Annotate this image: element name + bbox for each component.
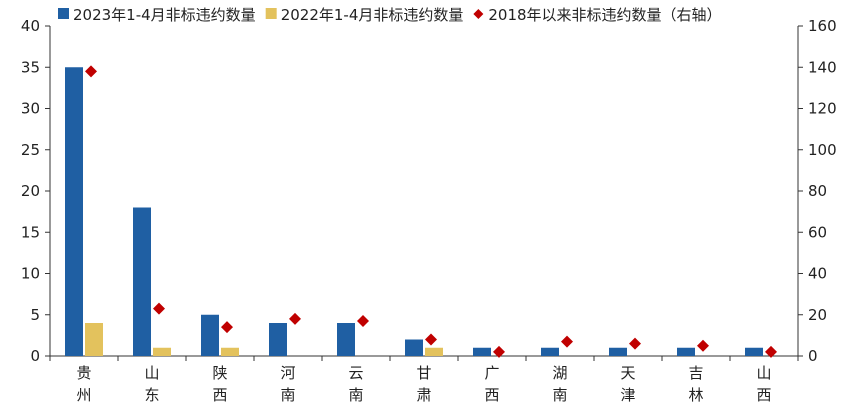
diamond-marker — [221, 321, 233, 334]
right-tick-label: 0 — [808, 347, 818, 365]
x-tick-label: 天津 — [620, 364, 635, 404]
diamond-marker — [765, 345, 777, 358]
legend-label: 2023年1-4月非标违约数量 — [73, 6, 256, 24]
left-tick-label: 35 — [21, 58, 40, 76]
right-tick-label: 60 — [808, 223, 827, 241]
x-tick-label: 山西 — [756, 364, 771, 404]
legend-label: 2018年以来非标违约数量（右轴） — [488, 6, 721, 24]
left-tick-label: 30 — [21, 100, 40, 118]
legend-swatch — [58, 8, 69, 19]
x-tick-label: 吉林 — [688, 364, 703, 404]
x-tick-label: 云南 — [348, 364, 363, 404]
left-tick-label: 20 — [21, 182, 40, 200]
bar-1 — [745, 347, 763, 356]
left-tick-label: 5 — [30, 306, 40, 324]
right-tick-label: 140 — [808, 58, 837, 76]
left-tick-label: 25 — [21, 141, 40, 159]
x-tick-label: 山东 — [144, 364, 159, 404]
legend-swatch — [473, 9, 484, 19]
x-tick-label: 湖南 — [552, 364, 567, 404]
diamond-marker — [357, 314, 369, 327]
diamond-marker — [153, 302, 165, 315]
x-tick-label: 河南 — [280, 364, 295, 404]
bar-1 — [269, 323, 287, 356]
right-tick-label: 160 — [808, 17, 837, 35]
bar-1 — [65, 67, 83, 356]
legend-swatch — [265, 8, 277, 19]
bar-2 — [221, 347, 239, 356]
diamond-marker — [561, 335, 573, 348]
diamond-marker — [289, 312, 301, 325]
bar-1 — [201, 314, 219, 356]
right-tick-label: 100 — [808, 141, 837, 159]
left-tick-label: 10 — [21, 265, 40, 283]
right-tick-label: 20 — [808, 306, 827, 324]
bar-1 — [337, 323, 355, 356]
diamond-marker — [493, 345, 505, 358]
diamond-marker — [85, 65, 97, 78]
bar-2 — [425, 347, 443, 356]
bar-2 — [85, 323, 103, 356]
left-tick-label: 15 — [21, 223, 40, 241]
x-tick-label: 陕西 — [212, 364, 227, 404]
bar-1 — [405, 339, 423, 356]
x-tick-label: 贵州 — [76, 364, 91, 404]
x-tick-label: 广西 — [484, 364, 499, 404]
right-tick-label: 80 — [808, 182, 827, 200]
bar-1 — [541, 347, 559, 356]
right-tick-label: 120 — [808, 100, 837, 118]
diamond-marker — [629, 337, 641, 350]
bar-1 — [677, 347, 695, 356]
diamond-marker — [425, 333, 437, 346]
bar-1 — [609, 347, 627, 356]
bar-1 — [133, 207, 151, 356]
left-tick-label: 40 — [21, 17, 40, 35]
left-tick-label: 0 — [30, 347, 40, 365]
diamond-marker — [697, 339, 709, 352]
bar-2 — [153, 347, 171, 356]
bar-1 — [473, 347, 491, 356]
right-tick-label: 40 — [808, 265, 827, 283]
legend-label: 2022年1-4月非标违约数量 — [281, 6, 464, 24]
x-tick-label: 甘肃 — [416, 364, 431, 404]
